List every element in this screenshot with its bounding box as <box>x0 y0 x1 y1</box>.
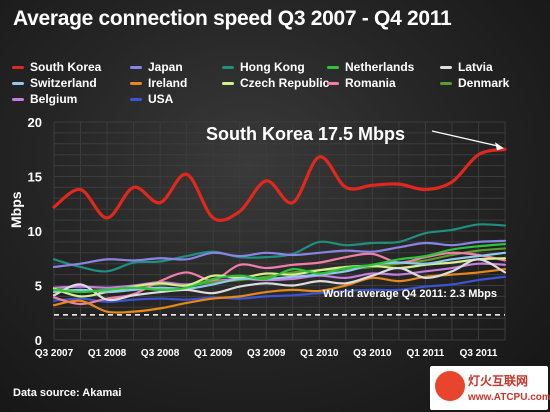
legend-swatch <box>130 66 142 69</box>
x-tick-label: Q3 2007 <box>35 348 74 359</box>
legend-swatch <box>130 98 142 101</box>
series-line-netherlands <box>52 242 507 294</box>
x-tick-label: Q3 2009 <box>247 348 286 359</box>
legend-label: South Korea <box>30 60 102 74</box>
legend-label: Japan <box>148 60 183 74</box>
series-line-usa <box>52 275 507 303</box>
legend-swatch <box>440 66 452 69</box>
y-tick-label: 0 <box>35 333 42 348</box>
legend-swatch <box>222 66 234 69</box>
legend-label: Denmark <box>458 76 510 90</box>
legend-swatch <box>130 82 142 85</box>
x-tick-label: Q1 2010 <box>300 348 339 359</box>
legend-swatch <box>12 98 24 101</box>
series-line-south-korea <box>52 147 507 222</box>
watermark-url: www.ATCPU.com <box>468 392 550 403</box>
legend-label: Belgium <box>30 92 78 106</box>
y-tick-label: 15 <box>28 170 42 185</box>
y-tick-label: 5 <box>35 279 42 294</box>
legend-swatch <box>12 82 24 85</box>
legend-label: Latvia <box>458 60 493 74</box>
south-korea-callout: South Korea 17.5 Mbps <box>206 124 405 144</box>
callout-arrowhead <box>495 142 504 151</box>
legend-label: USA <box>148 92 174 106</box>
legend-label: Czech Republic <box>240 76 330 90</box>
legend-swatch <box>327 66 339 69</box>
watermark-text: 灯火互联网 <box>468 374 529 388</box>
legend-swatch <box>12 66 24 69</box>
legend-label: Romania <box>345 76 396 90</box>
x-tick-label: Q3 2008 <box>141 348 180 359</box>
callout-arrow-line <box>431 130 500 147</box>
x-tick-label: Q1 2009 <box>194 348 233 359</box>
chart-title: Average connection speed Q3 2007 - Q4 20… <box>13 7 452 30</box>
series-line-japan <box>52 239 507 269</box>
watermark: 灯火互联网 www.ATCPU.com <box>430 366 550 410</box>
x-tick-label: Q1 2011 <box>407 348 445 359</box>
world-average-label: World average Q4 2011: 2.3 Mbps <box>323 288 497 300</box>
watermark-logo-icon <box>435 371 465 401</box>
y-tick-label: 10 <box>28 224 42 239</box>
series-line-belgium <box>52 262 507 289</box>
legend-label: Ireland <box>148 76 188 90</box>
series-line-ireland <box>52 268 507 314</box>
x-tick-label: Q1 2008 <box>88 348 127 359</box>
legend-swatch <box>440 82 452 85</box>
legend-label: Switzerland <box>30 76 97 90</box>
legend-label: Hong Kong <box>240 60 305 74</box>
x-tick-label: Q3 2010 <box>353 348 392 359</box>
series-line-latvia <box>52 258 507 302</box>
series-line-switzerland <box>52 251 507 294</box>
legend-swatch <box>222 82 234 85</box>
data-source-note: Data source: Akamai <box>13 387 122 399</box>
x-tick-label: Q3 2011 <box>460 348 498 359</box>
series-line-hong-kong <box>52 223 507 273</box>
y-tick-label: 20 <box>28 115 42 130</box>
legend-swatch <box>327 82 339 85</box>
legend-label: Netherlands <box>345 60 415 74</box>
